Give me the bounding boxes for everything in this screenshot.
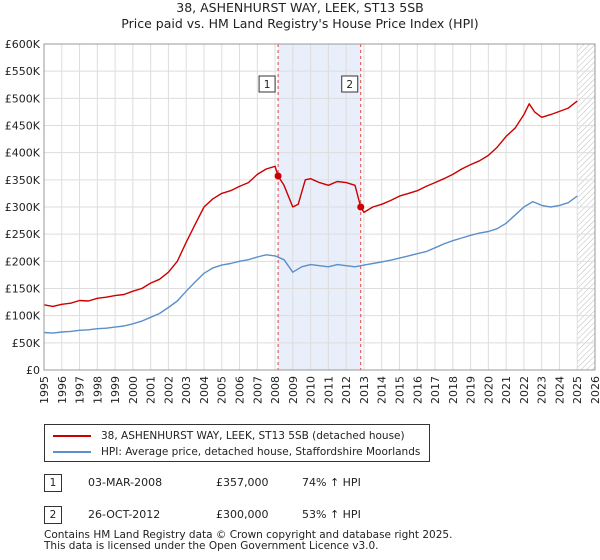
x-tick-label: 2026	[589, 376, 600, 404]
footer-licence: This data is licensed under the Open Gov…	[44, 540, 379, 552]
y-tick-label: £550K	[5, 65, 41, 78]
x-tick-label: 2007	[251, 376, 264, 404]
x-tick-label: 2003	[180, 376, 193, 404]
chart-legend: 38, ASHENHURST WAY, LEEK, ST13 5SB (deta…	[44, 424, 430, 462]
y-tick-label: £50K	[12, 337, 41, 350]
footer-copyright: Contains HM Land Registry data © Crown c…	[44, 529, 453, 541]
y-tick-label: £450K	[5, 120, 41, 133]
transaction-number: 1	[44, 474, 62, 492]
transaction-label-box	[341, 75, 359, 93]
legend-item-hpi: HPI: Average price, detached house, Staf…	[53, 444, 420, 460]
x-tick-label: 2009	[287, 376, 300, 404]
x-tick-label: 2016	[411, 376, 424, 404]
x-tick-label: 2022	[518, 376, 531, 404]
x-tick-label: 2010	[305, 376, 318, 404]
property-price-line	[43, 100, 578, 308]
transaction-label-box	[258, 75, 276, 93]
y-tick-label: £350K	[5, 174, 41, 187]
legend-swatch-hpi	[53, 451, 91, 453]
plot-border	[43, 43, 596, 371]
x-tick-label: 2015	[393, 376, 406, 404]
transaction-label: 2	[346, 79, 353, 91]
x-tick-label: 1998	[91, 376, 104, 404]
x-tick-label: 2013	[358, 376, 371, 404]
x-tick-label: 2012	[340, 376, 353, 404]
x-tick-label: 2020	[482, 376, 495, 404]
x-tick-label: 2002	[162, 376, 175, 404]
legend-label-property: 38, ASHENHURST WAY, LEEK, ST13 5SB (deta…	[101, 430, 405, 442]
footer: Contains HM Land Registry data © Crown c…	[44, 530, 452, 552]
x-tick-label: 2004	[198, 376, 211, 404]
x-tick-label: 2014	[376, 376, 389, 404]
y-tick-label: £100K	[5, 310, 41, 323]
transaction-hpi-change: 74% ↑ HPI	[302, 476, 361, 489]
x-tick-label: 2023	[536, 376, 549, 404]
y-tick-label: £150K	[5, 283, 41, 296]
transaction-point	[357, 203, 365, 211]
transaction-hpi-change: 53% ↑ HPI	[302, 508, 361, 521]
x-tick-label: 1995	[38, 376, 51, 404]
legend-swatch-property	[53, 435, 91, 437]
y-tick-label: £300K	[5, 201, 41, 214]
chart-title-line2: Price paid vs. HM Land Registry's House …	[121, 16, 479, 31]
transaction-price: £357,000	[216, 476, 269, 489]
chart-title: 38, ASHENHURST WAY, LEEK, ST13 5SB Price…	[0, 0, 600, 32]
transaction-price: £300,000	[216, 508, 269, 521]
x-tick-label: 2001	[145, 376, 158, 404]
y-tick-label: £200K	[5, 255, 41, 268]
x-tick-label: 1996	[56, 376, 69, 404]
x-tick-label: 1997	[74, 376, 87, 404]
x-tick-label: 2018	[447, 376, 460, 404]
y-tick-label: £250K	[5, 228, 41, 241]
x-tick-label: 2011	[322, 376, 335, 404]
chart-title-line1: 38, ASHENHURST WAY, LEEK, ST13 5SB	[176, 0, 424, 15]
transaction-point	[274, 172, 282, 180]
transaction-date: 03-MAR-2008	[88, 476, 163, 489]
x-tick-label: 2024	[553, 376, 566, 404]
y-tick-label: £600K	[5, 38, 41, 51]
x-tick-label: 2021	[500, 376, 513, 404]
x-tick-label: 2000	[127, 376, 140, 404]
x-tick-label: 1999	[109, 376, 122, 404]
x-tick-label: 2008	[269, 376, 282, 404]
x-tick-label: 2025	[571, 376, 584, 404]
y-tick-label: £500K	[5, 92, 41, 105]
transaction-number: 2	[44, 506, 62, 524]
price-chart: £0 £50K £100K £150K £200K £250K £300K £350K £400…	[5, 38, 600, 404]
x-tick-label: 2017	[429, 376, 442, 404]
legend-label-hpi: HPI: Average price, detached house, Staf…	[101, 446, 421, 458]
x-tick-label: 2019	[465, 376, 478, 404]
legend-item-property: 38, ASHENHURST WAY, LEEK, ST13 5SB (deta…	[53, 428, 405, 444]
x-tick-label: 2005	[216, 376, 229, 404]
hpi-line	[43, 195, 578, 334]
transaction-date: 26-OCT-2012	[88, 508, 161, 521]
y-tick-label: £0	[26, 364, 40, 377]
transaction-label: 1	[264, 79, 271, 91]
x-tick-label: 2006	[234, 376, 247, 404]
y-tick-label: £400K	[5, 147, 41, 160]
